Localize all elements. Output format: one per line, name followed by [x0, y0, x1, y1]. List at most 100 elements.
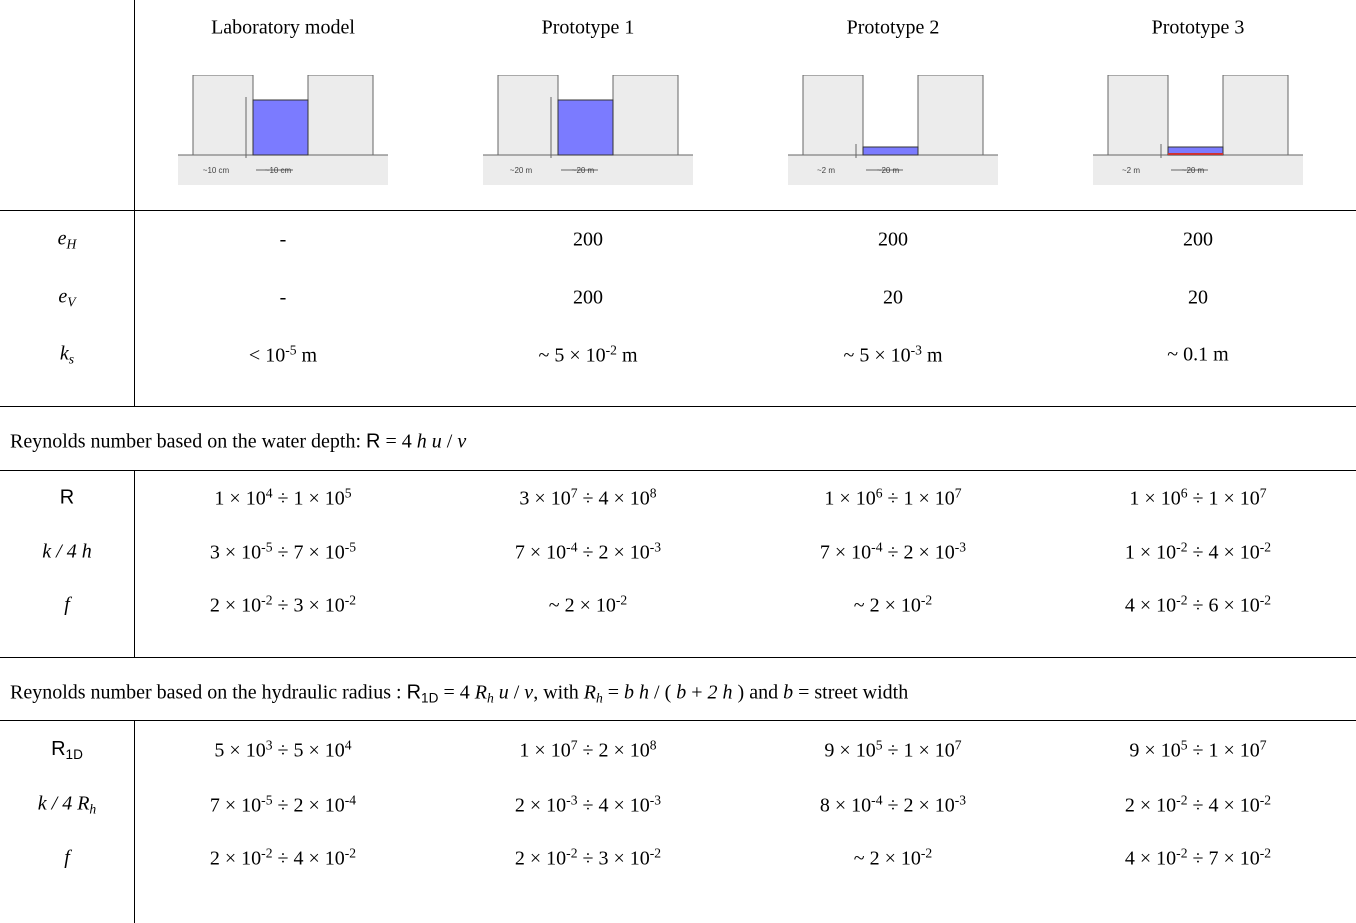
text-run: k / 4 h — [42, 541, 91, 563]
text-run: ) and — [733, 681, 784, 703]
text-run: h — [89, 802, 96, 817]
rule — [0, 657, 1356, 658]
cell: 7 × 10-4 ÷ 2 × 10-3 — [820, 539, 966, 564]
rule — [0, 470, 1356, 471]
text-run: ~ 2 × 10 — [549, 595, 616, 617]
text-run: ÷ 7 × 10 — [273, 542, 345, 564]
text-run: 7 — [955, 737, 962, 752]
cell: 20 — [883, 287, 903, 310]
street-diagram: ~10 cm~10 cm — [178, 75, 388, 185]
text-run: ÷ 1 × 10 — [273, 488, 345, 510]
text-run: -2 — [345, 845, 356, 860]
text-run: 4 × 10 — [1125, 848, 1176, 870]
section-caption: Reynolds number based on the water depth… — [10, 431, 466, 454]
text-run: ÷ 4 × 10 — [578, 488, 650, 510]
text-run: 3 × 10 — [210, 542, 261, 564]
column-header: Laboratory model — [211, 17, 355, 40]
text-run: ÷ 4 × 10 — [578, 795, 650, 817]
text-run: ~ 2 × 10 — [854, 848, 921, 870]
cell: 1 × 104 ÷ 1 × 105 — [214, 485, 351, 510]
rule — [0, 406, 1356, 407]
text-run: 7 × 10 — [820, 542, 871, 564]
text-run: R — [475, 681, 487, 703]
text-run: = street width — [793, 681, 908, 703]
page: Laboratory model~10 cm~10 cmPrototype 1~… — [0, 0, 1356, 923]
text-run: -2 — [1260, 792, 1271, 807]
text-run: ~ 0.1 m — [1167, 344, 1228, 366]
text-run: ÷ 3 × 10 — [273, 595, 345, 617]
text-run: 4 × 10 — [1125, 595, 1176, 617]
text-run: ~ 5 × 10 — [539, 345, 606, 367]
cell: ~ 5 × 10-3 m — [844, 342, 943, 367]
text-run: m — [922, 345, 943, 367]
shape — [918, 75, 983, 155]
cell: 4 × 10-2 ÷ 7 × 10-2 — [1125, 845, 1271, 870]
dimension-label: ~2 m — [1122, 166, 1140, 175]
text-run: -3 — [650, 539, 661, 554]
text-run: ÷ 2 × 10 — [883, 542, 955, 564]
cell: 8 × 10-4 ÷ 2 × 10-3 — [820, 792, 966, 817]
text-run: h — [487, 691, 494, 706]
text-run: -2 — [566, 845, 577, 860]
text-run: - — [280, 287, 287, 309]
text-run: R — [51, 738, 65, 760]
text-run: 200 — [573, 287, 603, 309]
text-run: ~ 5 × 10 — [844, 345, 911, 367]
text-run: -2 — [261, 845, 272, 860]
cell: 1 × 106 ÷ 1 × 107 — [824, 485, 961, 510]
text-run: 4 — [345, 737, 352, 752]
text-run: -2 — [616, 592, 627, 607]
text-run: u — [499, 681, 509, 703]
text-run: -2 — [921, 592, 932, 607]
text-run: e — [58, 285, 67, 307]
cell: - — [280, 287, 287, 310]
shape — [613, 75, 678, 155]
text-run: , with — [533, 681, 584, 703]
text-run: ν — [457, 431, 466, 453]
text-run: -3 — [566, 792, 577, 807]
text-run: 7 — [1260, 485, 1267, 500]
text-run: -2 — [921, 845, 932, 860]
text-run: 8 — [650, 737, 657, 752]
street-diagram: ~20 m~20 m — [483, 75, 693, 185]
text-run: s — [69, 352, 74, 367]
text-run: -2 — [1260, 845, 1271, 860]
shape — [1108, 75, 1168, 155]
dimension-label: ~10 cm — [203, 166, 230, 175]
cell: 3 × 107 ÷ 4 × 108 — [519, 485, 656, 510]
text-run: 1 × 10 — [1129, 488, 1180, 510]
text-run: = — [603, 681, 624, 703]
text-run: -2 — [1176, 592, 1187, 607]
cell: 1 × 107 ÷ 2 × 108 — [519, 737, 656, 762]
column-header: Prototype 3 — [1152, 17, 1245, 40]
text-run: -4 — [871, 792, 882, 807]
text-run: k / 4 R — [38, 792, 90, 814]
text-run: ÷ 4 × 10 — [273, 848, 345, 870]
shape — [803, 75, 863, 155]
row-label: R1D — [51, 738, 83, 762]
text-run: b — [783, 681, 793, 703]
text-run: h — [596, 691, 603, 706]
text-run: ÷ 1 × 10 — [1188, 488, 1260, 510]
text-run: 1 × 10 — [824, 488, 875, 510]
text-run: -2 — [1260, 592, 1271, 607]
text-run: -2 — [261, 592, 272, 607]
street-diagram: ~2 m~20 m — [1093, 75, 1303, 185]
text-run: = 4 — [438, 681, 474, 703]
text-run: + — [686, 681, 707, 703]
text-run: -2 — [1176, 845, 1187, 860]
row-label: ks — [60, 342, 74, 367]
text-run: 2 × 10 — [210, 595, 261, 617]
text-run: 200 — [878, 229, 908, 251]
row-label: k / 4 h — [42, 541, 91, 564]
text-run: ÷ 1 × 10 — [1188, 740, 1260, 762]
cell: 1 × 106 ÷ 1 × 107 — [1129, 485, 1266, 510]
text-run: 8 — [650, 485, 657, 500]
text-run: m — [617, 345, 638, 367]
text-run: 20 — [1188, 287, 1208, 309]
text-run: V — [67, 295, 75, 310]
text-run: 7 × 10 — [210, 795, 261, 817]
text-run: f — [64, 847, 70, 869]
text-run: ÷ 3 × 10 — [578, 848, 650, 870]
shape — [308, 75, 373, 155]
